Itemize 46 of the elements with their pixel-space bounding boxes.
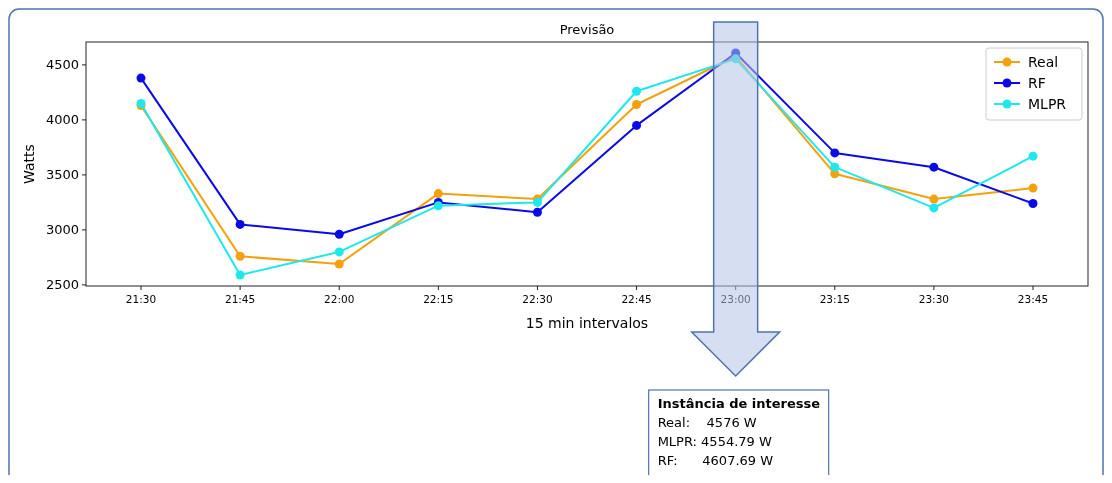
x-tick-label: 22:45 [621,293,652,305]
point [334,229,344,239]
y-tick-label: 2500 [45,277,79,293]
y-tick-label: 3500 [45,167,79,183]
point [632,120,642,130]
x-tick-label: 23:00 [720,293,751,305]
x-tick-label: 22:00 [324,293,355,305]
point [136,73,146,83]
point [830,162,840,172]
point [235,219,245,229]
y-tick-label: 3000 [45,222,79,238]
x-axis-title: 15 min intervalos [525,315,649,331]
x-tick-label: 22:15 [423,293,454,305]
point [433,201,443,211]
x-tick-label: 23:15 [819,293,850,305]
point [1028,183,1038,193]
x-tick-label: 23:45 [1017,293,1049,305]
text: MLPR: 4554.79 W [657,434,772,449]
point [830,148,840,158]
legend-label: RF [1028,74,1046,91]
point [632,99,642,109]
text: RF: 4607.69 W [657,453,774,468]
x-tick-label: 22:30 [522,293,553,305]
y-tick-label: 4500 [45,57,79,73]
point [929,162,939,172]
point [929,203,939,213]
x-tick-label: 21:45 [224,293,256,305]
x-tick-label: 21:30 [125,293,157,305]
point [929,194,939,204]
y-axis-title: Watts [21,144,37,184]
point [1028,198,1038,208]
point [235,270,245,280]
point [1028,151,1038,161]
chart-title: Previsão [559,22,615,37]
point [632,86,642,96]
point [433,189,443,199]
y-tick-label: 4000 [45,112,79,128]
text: Instância de interesse [657,396,821,411]
point [334,247,344,257]
point [235,251,245,261]
point [334,259,344,269]
text: Real: 4576 W [657,415,757,430]
legend-label: MLPR [1028,95,1067,112]
point [532,207,542,217]
x-tick-label: 23:30 [918,293,950,305]
legend-label: Real [1028,53,1059,70]
